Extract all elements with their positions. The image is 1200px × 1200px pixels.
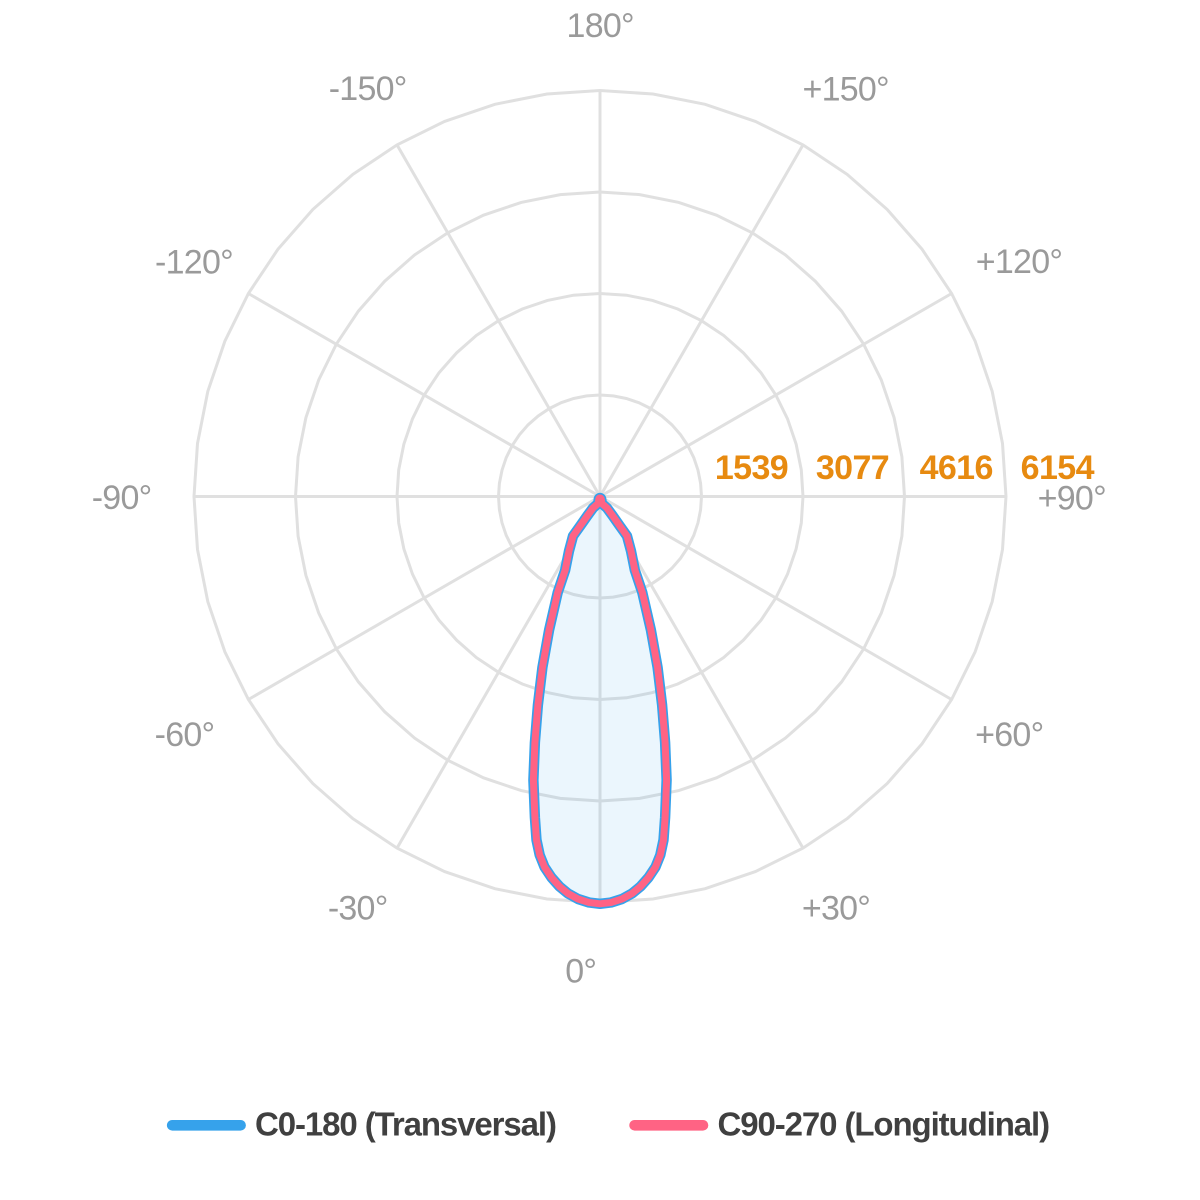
svg-text:1539: 1539 xyxy=(715,449,788,487)
svg-text:+30°: +30° xyxy=(802,890,870,928)
svg-text:-150°: -150° xyxy=(329,70,407,108)
svg-text:4616: 4616 xyxy=(920,449,993,487)
svg-text:-90°: -90° xyxy=(92,479,152,517)
svg-text:+120°: +120° xyxy=(976,243,1062,281)
svg-text:6154: 6154 xyxy=(1021,449,1095,487)
svg-text:+150°: +150° xyxy=(802,71,888,109)
svg-text:180°: 180° xyxy=(567,7,634,45)
svg-text:C90-270 (Longitudinal): C90-270 (Longitudinal) xyxy=(718,1106,1050,1143)
svg-text:+90°: +90° xyxy=(1038,480,1106,518)
svg-text:-60°: -60° xyxy=(155,716,215,754)
svg-text:C0-180 (Transversal): C0-180 (Transversal) xyxy=(255,1106,556,1143)
svg-text:-120°: -120° xyxy=(155,244,233,282)
svg-text:-30°: -30° xyxy=(328,890,388,928)
svg-text:0°: 0° xyxy=(565,953,596,991)
svg-text:+60°: +60° xyxy=(975,716,1043,754)
svg-text:3077: 3077 xyxy=(816,449,889,487)
